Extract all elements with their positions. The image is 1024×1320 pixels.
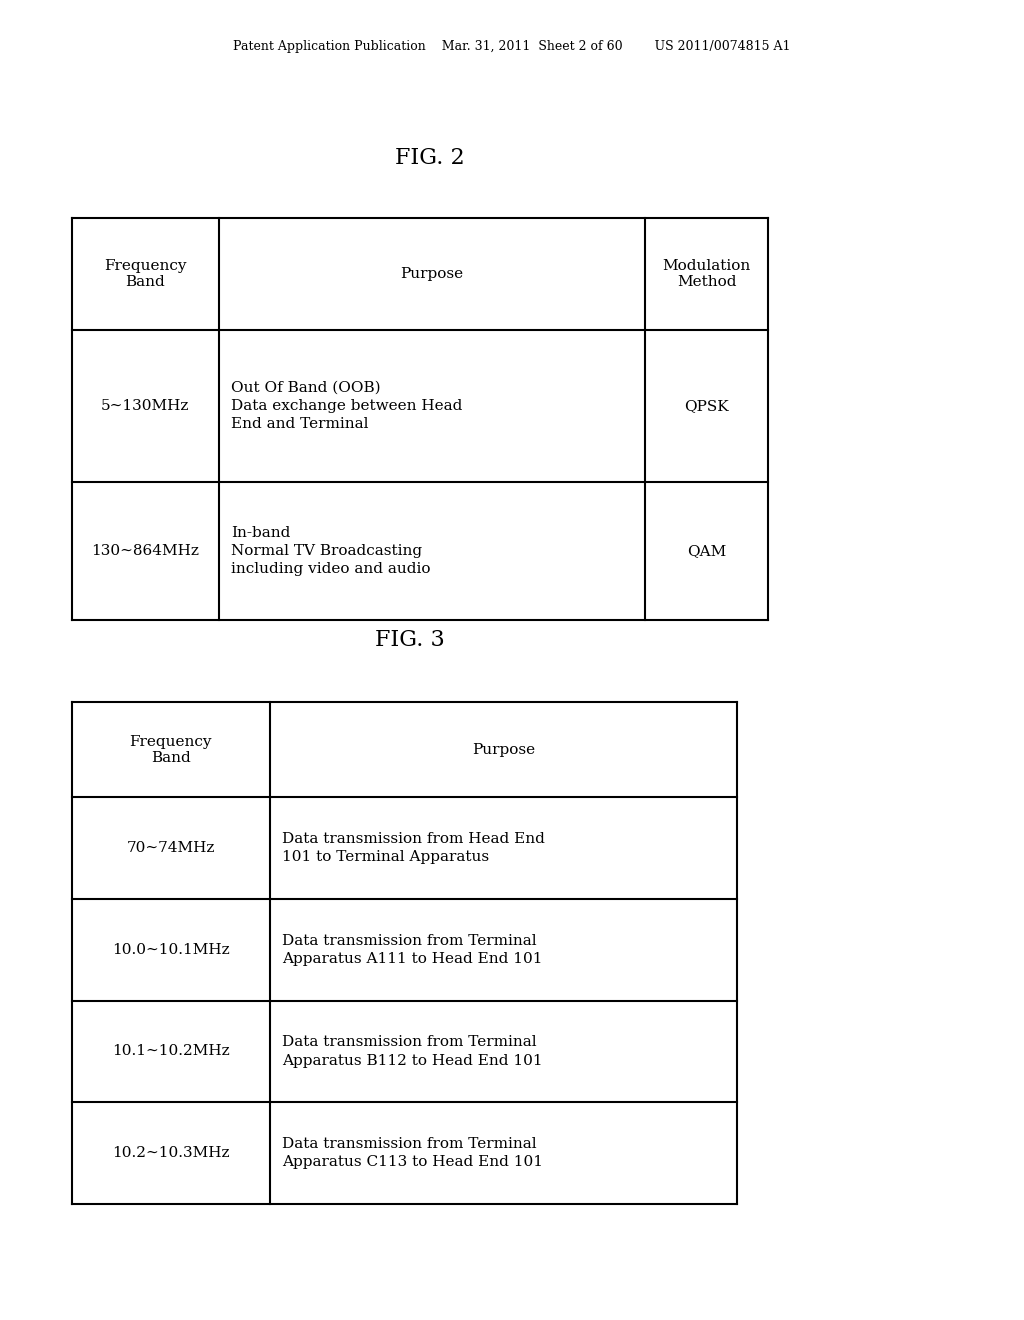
Text: Data transmission from Terminal
Apparatus B112 to Head End 101: Data transmission from Terminal Apparatu…	[282, 1035, 543, 1068]
Text: Patent Application Publication    Mar. 31, 2011  Sheet 2 of 60        US 2011/00: Patent Application Publication Mar. 31, …	[233, 40, 791, 53]
Text: QAM: QAM	[687, 544, 726, 558]
Text: Data transmission from Terminal
Apparatus C113 to Head End 101: Data transmission from Terminal Apparatu…	[282, 1137, 543, 1170]
Text: 10.1∼10.2MHz: 10.1∼10.2MHz	[112, 1044, 229, 1059]
Text: 70∼74MHz: 70∼74MHz	[126, 841, 215, 855]
Text: 10.2∼10.3MHz: 10.2∼10.3MHz	[112, 1146, 229, 1160]
Text: Modulation
Method: Modulation Method	[663, 259, 751, 289]
Text: 5∼130MHz: 5∼130MHz	[101, 399, 189, 413]
Text: FIG. 2: FIG. 2	[395, 148, 465, 169]
Text: Out Of Band (OOB)
Data exchange between Head
End and Terminal: Out Of Band (OOB) Data exchange between …	[231, 380, 463, 432]
Text: In-band
Normal TV Broadcasting
including video and audio: In-band Normal TV Broadcasting including…	[231, 525, 431, 577]
Text: Data transmission from Terminal
Apparatus A111 to Head End 101: Data transmission from Terminal Apparatu…	[282, 933, 543, 966]
Text: 130∼864MHz: 130∼864MHz	[91, 544, 200, 558]
Text: Purpose: Purpose	[472, 743, 535, 756]
Text: FIG. 3: FIG. 3	[375, 630, 444, 651]
Text: 10.0∼10.1MHz: 10.0∼10.1MHz	[112, 942, 229, 957]
Text: Data transmission from Head End
101 to Terminal Apparatus: Data transmission from Head End 101 to T…	[282, 832, 545, 865]
Text: QPSK: QPSK	[684, 399, 729, 413]
Text: Frequency
Band: Frequency Band	[129, 735, 212, 764]
Text: Frequency
Band: Frequency Band	[104, 259, 186, 289]
Text: Purpose: Purpose	[400, 267, 464, 281]
